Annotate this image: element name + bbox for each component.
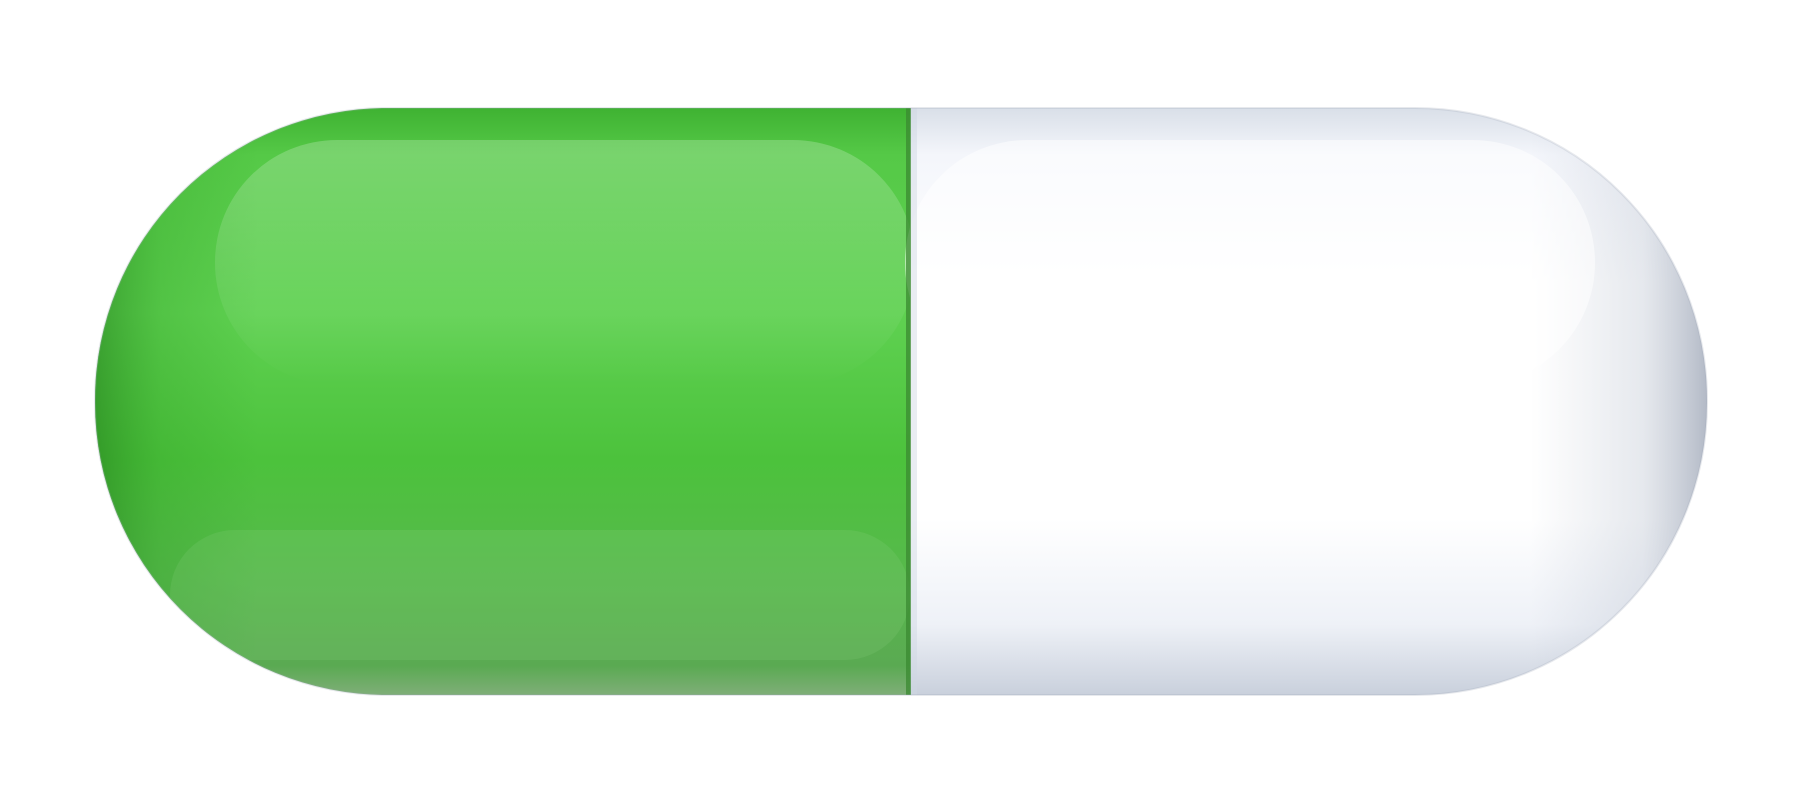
capsule-seam xyxy=(906,108,911,695)
